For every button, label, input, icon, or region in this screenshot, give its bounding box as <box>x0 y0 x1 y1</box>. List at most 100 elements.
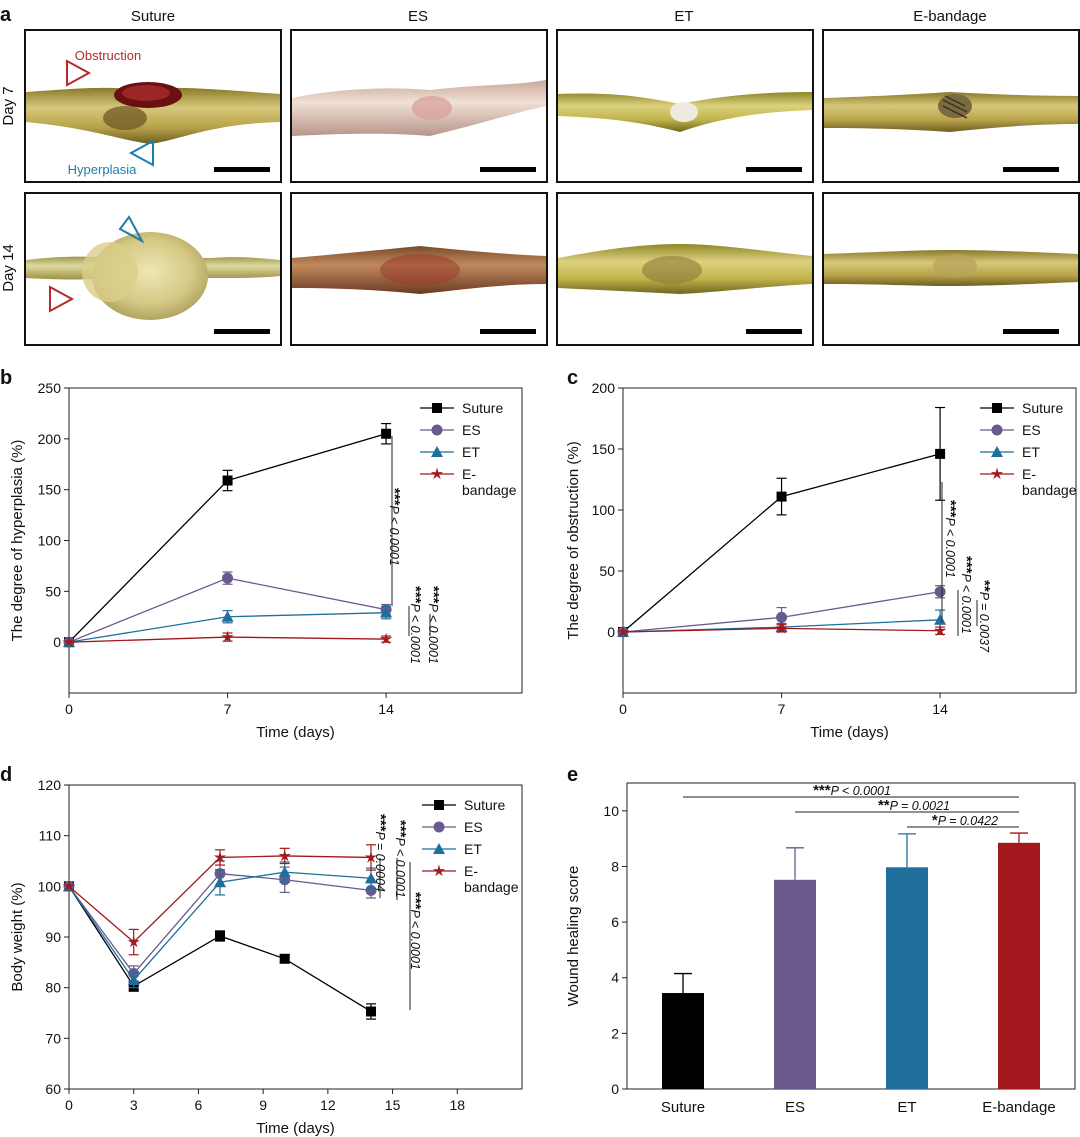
x-tick-label: 7 <box>778 701 786 717</box>
legend-label: E- <box>462 466 476 482</box>
y-tick-label: 50 <box>599 563 615 579</box>
photo-et-day14 <box>556 192 814 346</box>
y-axis-label: The degree of obstruction (%) <box>565 441 582 639</box>
data-point <box>127 974 140 986</box>
photo-e-bandage-day7 <box>822 29 1080 183</box>
legend-label: ET <box>462 444 480 460</box>
data-point <box>775 621 788 634</box>
series-e-bandage <box>616 621 947 638</box>
data-point <box>213 851 227 863</box>
y-tick-label: 70 <box>45 1030 61 1046</box>
category-label: Suture <box>661 1099 705 1116</box>
significance-label: ***P < 0.0001 <box>958 556 975 634</box>
x-tick-label: 3 <box>130 1097 138 1113</box>
data-point <box>991 424 1003 436</box>
data-point <box>222 572 234 584</box>
chart-panel-b: b 0 50 100 150 200 250 0 7 14 Time (days) The degre… <box>0 367 523 741</box>
data-point <box>62 879 76 892</box>
col-label-suture: Suture <box>131 8 175 25</box>
significance-label: ***P = 0.0004 <box>372 814 389 892</box>
plot-frame <box>68 387 523 694</box>
bar-es <box>774 879 816 1089</box>
y-tick-label: 6 <box>611 914 619 930</box>
data-point <box>380 606 393 618</box>
legend-label: bandage <box>464 879 519 895</box>
scale-bar <box>214 329 270 334</box>
col-label-es: ES <box>408 8 428 25</box>
legend-label: ES <box>1022 422 1041 438</box>
legend: Suture ES ET E-bandage <box>980 400 1077 498</box>
significance-label: **P = 0.0021 <box>878 797 950 814</box>
significance-label: ***P < 0.0001 <box>425 586 442 664</box>
data-point <box>365 872 377 884</box>
y-tick-label: 80 <box>45 980 61 996</box>
significance-label: ***P < 0.0001 <box>386 488 403 566</box>
x-tick-label: 0 <box>619 701 627 717</box>
significance-annotations: ***P < 0.0001***P < 0.0001***P < 0.0001 <box>386 436 442 664</box>
data-point <box>222 475 233 486</box>
significance-label: *P = 0.0422 <box>932 812 998 829</box>
scale-bar <box>480 167 536 172</box>
x-tick-label: 7 <box>224 701 232 717</box>
legend-label: E- <box>464 863 478 879</box>
y-tick-label: 2 <box>611 1025 619 1041</box>
category-label: ET <box>897 1099 916 1116</box>
y-tick-label: 0 <box>611 1081 619 1097</box>
x-tick-label: 9 <box>259 1097 267 1113</box>
panel-letter: e <box>567 764 578 786</box>
x-tick-label: 12 <box>320 1097 336 1113</box>
y-tick-label: 120 <box>38 777 62 793</box>
x-tick-label: 15 <box>385 1097 401 1113</box>
y-tick-label: 200 <box>38 431 62 447</box>
data-point <box>127 935 140 948</box>
significance-label: ***P < 0.0001 <box>392 820 409 898</box>
panel-letter: b <box>0 367 12 389</box>
series-e-bandage <box>62 844 378 956</box>
obstruction-label: Obstruction <box>75 48 141 63</box>
data-point <box>62 635 76 648</box>
x-axis-label: Time (days) <box>256 1120 335 1137</box>
data-point <box>934 586 946 598</box>
scale-bar <box>746 329 802 334</box>
legend-label: bandage <box>1022 482 1077 498</box>
y-tick-label: 100 <box>38 533 62 549</box>
significance-annotations: ***P < 0.0001 ***P < 0.0001 **P = 0.0037 <box>941 482 993 653</box>
photo-es-day7 <box>290 29 548 183</box>
significance-label: ***P < 0.0001 <box>407 892 424 970</box>
y-tick-label: 110 <box>39 828 62 844</box>
data-point <box>431 446 443 457</box>
scale-bar <box>214 167 270 172</box>
hyperplasia-arrow-icon <box>128 139 154 167</box>
y-tick-label: 50 <box>45 583 61 599</box>
y-tick-label: 200 <box>592 380 616 396</box>
y-tick-label: 4 <box>611 970 619 986</box>
bar-et <box>886 867 928 1089</box>
chart-panel-d: d 60 70 80 90 100 110 120 0 3 6 9 12 15 18 Time (days) B… <box>0 764 523 1137</box>
legend: Suture ES ET E-bandage <box>422 797 519 895</box>
plot-frame <box>622 387 1077 694</box>
significance-label: ***P < 0.0001 <box>407 586 424 664</box>
y-tick-label: 250 <box>38 380 62 396</box>
plot-frame <box>68 784 523 1090</box>
chart-panel-c: c 0 50 100 150 200 0 7 14 Time (days) The degree o… <box>565 367 1077 741</box>
data-point <box>278 849 291 862</box>
data-point <box>366 1006 376 1017</box>
data-point <box>215 930 225 941</box>
data-point <box>221 610 234 622</box>
data-point <box>430 467 444 480</box>
x-tick-label: 0 <box>65 1097 73 1113</box>
x-tick-label: 18 <box>449 1097 465 1113</box>
data-point <box>992 403 1002 413</box>
row-label-day7: Day 7 <box>0 86 17 125</box>
y-tick-label: 150 <box>592 441 616 457</box>
x-axis-label: Time (days) <box>256 724 335 741</box>
y-tick-label: 60 <box>45 1081 61 1097</box>
data-point <box>365 884 377 896</box>
photo-suture-day7: Obstruction Hyperplasia <box>24 29 282 183</box>
legend-label: Suture <box>462 400 503 416</box>
legend-label: ES <box>464 819 483 835</box>
photo-e-bandage-day14 <box>822 192 1080 346</box>
panel-a-letter: a <box>0 4 12 26</box>
category-label: ES <box>785 1099 805 1116</box>
data-point <box>990 467 1004 480</box>
